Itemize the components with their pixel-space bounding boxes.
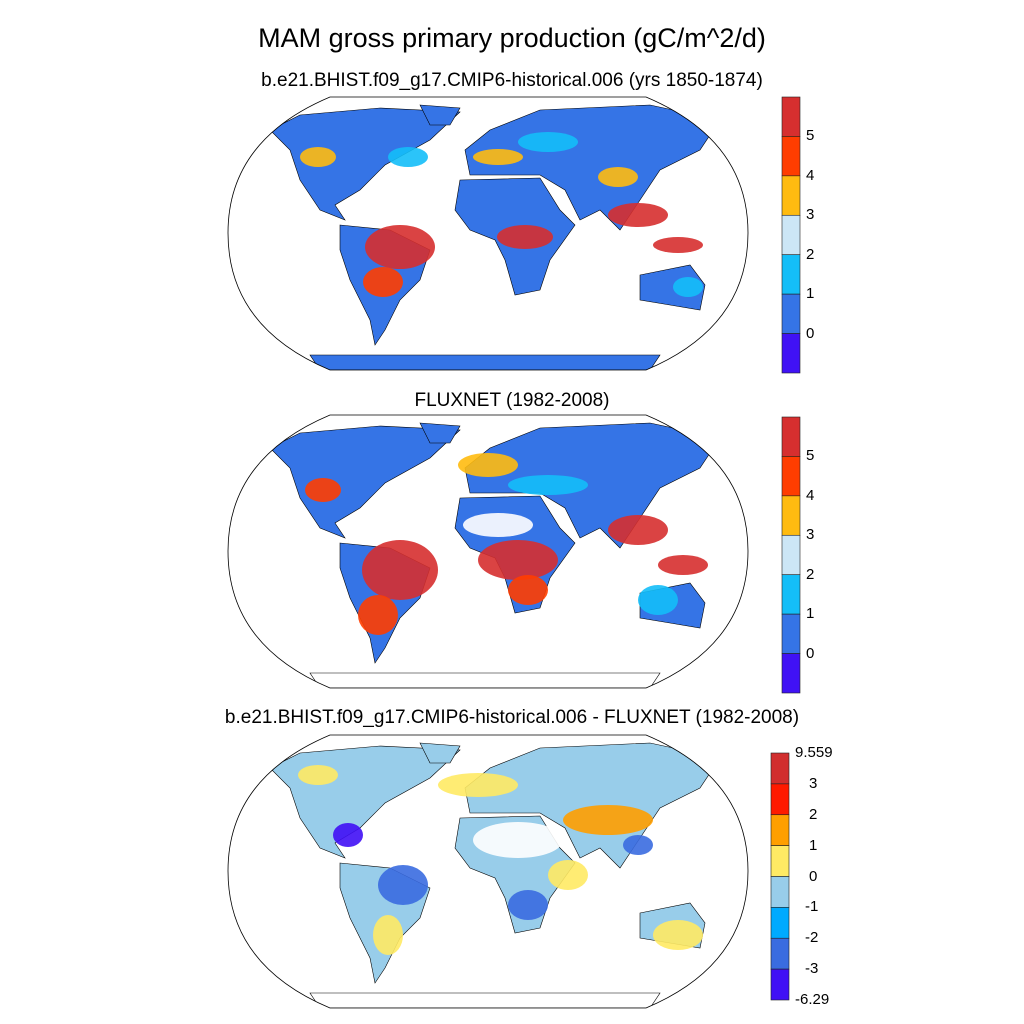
colorbar-2-tick-label: 5 — [806, 447, 815, 464]
colorbar-1-tick-label: 1 — [806, 285, 815, 302]
colorbar-1 — [781, 96, 801, 374]
colorbar-1-tick-label: 0 — [806, 325, 815, 342]
colorbar-3-tick-label: -6.29 — [795, 991, 830, 1008]
continent-greenland — [419, 422, 461, 444]
value-patch — [608, 515, 668, 545]
continent-greenland — [419, 104, 461, 126]
colorbar-1-tick-label: 2 — [806, 246, 815, 263]
colorbar-3-tick-label: 3 — [809, 775, 818, 792]
colorbar-segment — [770, 845, 790, 877]
value-patch — [673, 277, 703, 297]
colorbar-1-tick-label: 3 — [806, 206, 815, 223]
colorbar-segment — [770, 783, 790, 816]
panel-3-title: b.e21.BHIST.f09_g17.CMIP6-historical.006… — [224, 707, 800, 728]
panel-2-title: FLUXNET (1982-2008) — [414, 390, 610, 411]
value-patch — [473, 822, 563, 858]
colorbar-segment — [781, 214, 801, 256]
value-patch — [388, 147, 428, 167]
continent-north-america — [269, 425, 461, 539]
colorbar-2-tick-label: 4 — [806, 487, 815, 504]
map-panel-1 — [227, 96, 749, 371]
value-patch — [473, 149, 523, 165]
continent-north-america — [269, 107, 461, 221]
colorbar-segment — [781, 96, 801, 137]
colorbar-segment — [781, 495, 801, 536]
value-patch — [478, 540, 558, 580]
colorbar-segment — [770, 937, 790, 970]
value-patch — [438, 773, 518, 797]
value-patch — [463, 513, 533, 537]
value-patch — [508, 475, 588, 495]
colorbar-segment — [781, 416, 801, 457]
colorbar-segment — [781, 136, 801, 177]
continent-antarctica — [309, 354, 661, 370]
colorbar-segment — [770, 752, 790, 785]
colorbar-3-tick-label: 2 — [809, 806, 818, 823]
colorbar-3-tick-label: 0 — [809, 868, 818, 885]
colorbar-3-tick-label: 1 — [809, 837, 818, 854]
value-patch — [518, 132, 578, 152]
value-patch — [508, 575, 548, 605]
value-patch — [638, 585, 678, 615]
colorbar-segment — [781, 254, 801, 295]
colorbar-3 — [770, 752, 790, 1001]
value-patch — [598, 167, 638, 187]
value-patch — [378, 865, 428, 905]
colorbar-2-tick-label: 0 — [806, 645, 815, 662]
colorbar-segment — [781, 293, 801, 334]
colorbar-2-tick-label: 1 — [806, 605, 815, 622]
colorbar-3-tick-label: -3 — [805, 960, 819, 977]
colorbar-3-tick-label: -2 — [805, 929, 819, 946]
colorbar-segment — [781, 534, 801, 576]
colorbar-1-tick-label: 5 — [806, 127, 815, 144]
colorbar-segment — [770, 968, 790, 1001]
value-patch — [458, 453, 518, 477]
value-patch — [508, 890, 548, 920]
map-frame — [227, 414, 749, 689]
value-patch — [298, 765, 338, 785]
map-panel-3 — [227, 734, 749, 1009]
value-patch — [658, 555, 708, 575]
continent-antarctica — [309, 992, 661, 1008]
map-frame — [227, 96, 749, 371]
colorbar-segment — [770, 876, 790, 908]
colorbar-segment — [781, 175, 801, 216]
value-patch — [563, 805, 653, 835]
colorbar-segment — [781, 653, 801, 694]
colorbar-segment — [781, 574, 801, 615]
value-patch — [373, 915, 403, 955]
colorbar-2-tick-label: 3 — [806, 526, 815, 543]
figure-title: MAM gross primary production (gC/m^2/d) — [258, 23, 766, 53]
value-patch — [362, 540, 438, 600]
value-patch — [608, 203, 668, 227]
value-patch — [358, 595, 398, 635]
value-patch — [623, 835, 653, 855]
colorbar-2-tick-label: 2 — [806, 566, 815, 583]
colorbar-3-tick-label: 9.559 — [795, 744, 833, 761]
value-patch — [653, 920, 703, 950]
colorbar-segment — [781, 613, 801, 654]
colorbar-segment — [781, 456, 801, 497]
colorbar-segment — [781, 333, 801, 374]
continent-greenland — [419, 742, 461, 764]
panel-1-title: b.e21.BHIST.f09_g17.CMIP6-historical.006… — [261, 70, 763, 91]
value-patch — [300, 147, 336, 167]
value-patch — [497, 225, 553, 249]
value-patch — [305, 478, 341, 502]
value-patch — [365, 225, 435, 269]
continent-australia — [639, 264, 706, 311]
colorbar-segment — [770, 814, 790, 846]
colorbar-segment — [770, 907, 790, 939]
continent-antarctica — [309, 672, 661, 688]
colorbar-3-tick-label: -1 — [805, 898, 819, 915]
colorbar-2 — [781, 416, 801, 694]
colorbar-1-tick-label: 4 — [806, 167, 815, 184]
value-patch — [653, 237, 703, 253]
value-patch — [333, 823, 363, 847]
value-patch — [363, 267, 403, 297]
map-panel-2 — [227, 414, 749, 689]
value-patch — [548, 860, 588, 890]
map-frame — [227, 734, 749, 1009]
